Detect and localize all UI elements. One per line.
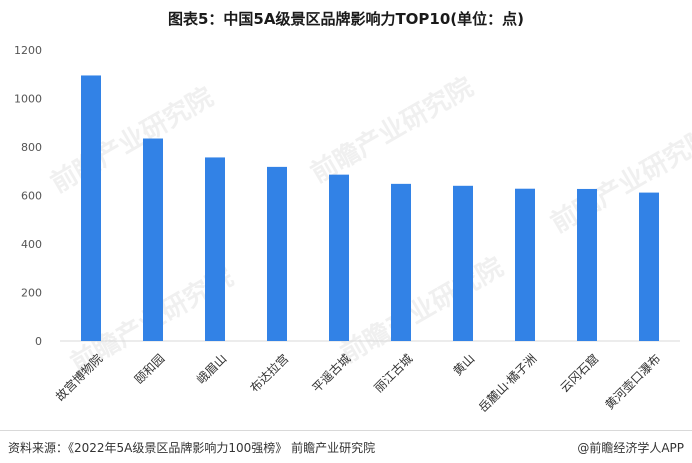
x-tick-label: 颐和园 xyxy=(132,351,167,386)
x-tick-label: 云冈石窟 xyxy=(557,351,602,396)
footer: 资料来源：《2022年5A级景区品牌影响力100强榜》 前瞻产业研究院 @前瞻经… xyxy=(0,430,692,463)
bar xyxy=(515,188,535,341)
x-tick-label: 黄山 xyxy=(450,351,477,378)
chart-title: 图表5：中国5A级景区品牌影响力TOP10(单位：点) xyxy=(167,10,525,28)
bar xyxy=(267,166,287,341)
y-tick-label: 800 xyxy=(21,141,42,154)
x-tick-label: 岳麓山·橘子洲 xyxy=(475,351,539,415)
brand-credit: @前瞻经济学人APP xyxy=(577,441,684,455)
y-tick-label: 1200 xyxy=(14,44,42,57)
bar xyxy=(81,75,101,342)
x-tick-label: 黄河壶口瀑布 xyxy=(602,351,664,413)
bar xyxy=(143,138,163,341)
bar-chart: 0 200 400 600 800 1000 1200 故宫博物院 颐和园 峨眉山 布达拉宫 平遥古城… xyxy=(14,44,680,415)
bar xyxy=(453,185,473,341)
bar xyxy=(577,188,597,341)
y-tick-label: 400 xyxy=(21,238,42,251)
x-tick-label: 故宫博物院 xyxy=(52,351,105,404)
x-tick-label: 布达拉宫 xyxy=(247,351,292,396)
y-tick-label: 0 xyxy=(35,335,42,348)
y-tick-label: 200 xyxy=(21,287,42,300)
y-tick-label: 1000 xyxy=(14,93,42,106)
bar xyxy=(329,174,349,341)
y-tick-label: 600 xyxy=(21,190,42,203)
bar xyxy=(391,183,411,341)
bar xyxy=(205,157,225,341)
source-note: 资料来源：《2022年5A级景区品牌影响力100强榜》 前瞻产业研究院 xyxy=(8,441,376,455)
x-tick-label: 平遥古城 xyxy=(309,351,354,396)
bar xyxy=(639,192,659,341)
x-tick-label: 峨眉山 xyxy=(194,351,229,386)
x-tick-label: 丽江古城 xyxy=(371,351,416,396)
